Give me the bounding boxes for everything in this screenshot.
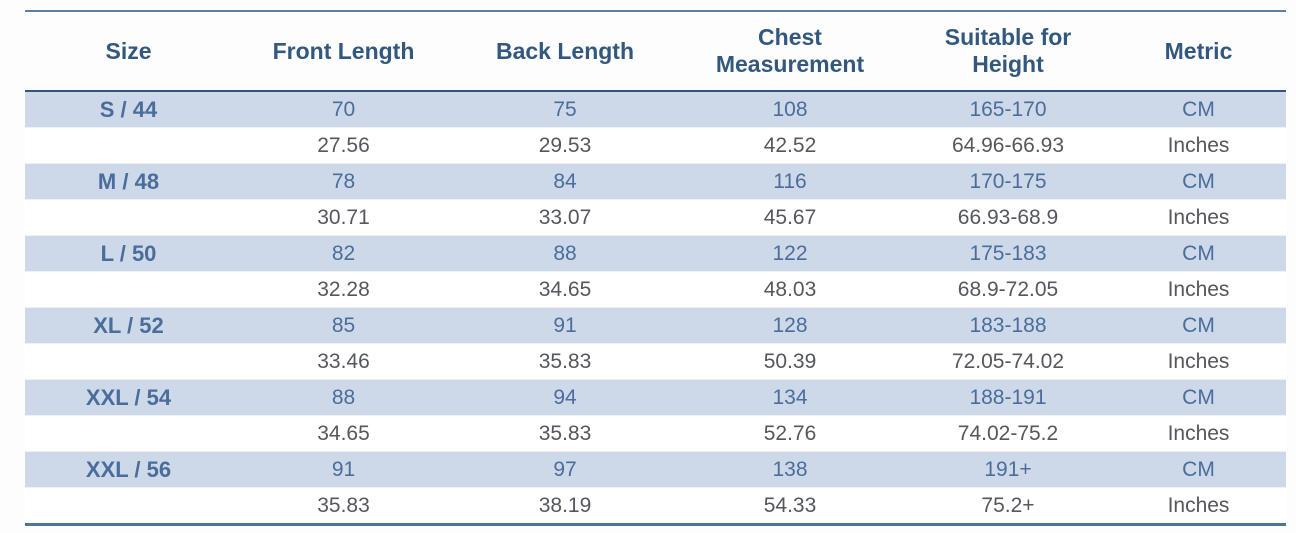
cell-suitable-height: 68.9-72.05	[957, 278, 1059, 301]
cell-chest-measurement: 134	[675, 379, 905, 416]
cell-back-length: 84	[455, 163, 675, 200]
size-chart-table: Size Front Length Back Length Chest Meas…	[25, 10, 1286, 526]
cell-metric: Inches	[1167, 350, 1230, 373]
table-body: S / 44 70 75 108 165-170 CM 27.56 29.53 …	[25, 90, 1286, 525]
cell-metric: CM	[1111, 379, 1286, 416]
cell-size	[25, 416, 232, 452]
cell-front-length: 82	[232, 235, 455, 272]
cell-suitable-height: 74.02-75.2	[957, 422, 1059, 445]
column-header-suitable-for-height: Suitable for Height	[905, 11, 1111, 92]
cell-size	[25, 344, 232, 380]
cell-front-length: 85	[232, 307, 455, 344]
cell-size: XL / 52	[25, 307, 232, 344]
cell-back-length: 38.19	[538, 494, 592, 517]
cell-chest-measurement: 52.76	[763, 422, 817, 445]
cell-chest-measurement: 45.67	[763, 206, 817, 229]
table-row-xxl56-cm: XXL / 56 91 97 138 191+ CM	[25, 451, 1286, 488]
cell-metric: CM	[1111, 163, 1286, 200]
cell-front-length: 78	[232, 163, 455, 200]
cell-suitable-height: 191+	[905, 451, 1111, 488]
cell-chest-measurement: 138	[675, 451, 905, 488]
table-row-xxl56-inches: 35.83 38.19 54.33 75.2+ Inches	[25, 487, 1286, 525]
cell-back-length: 88	[455, 235, 675, 272]
cell-front-length: 35.83	[317, 494, 370, 517]
column-header-size: Size	[25, 11, 232, 92]
cell-size	[25, 272, 232, 308]
cell-size	[25, 200, 232, 236]
cell-back-length: 91	[455, 307, 675, 344]
cell-back-length: 75	[455, 90, 675, 128]
cell-back-length: 35.83	[538, 422, 592, 445]
cell-front-length: 91	[232, 451, 455, 488]
cell-metric: CM	[1111, 235, 1286, 272]
cell-front-length: 27.56	[317, 134, 370, 157]
cell-size: L / 50	[25, 235, 232, 272]
cell-suitable-height: 64.96-66.93	[951, 134, 1065, 157]
table-row-xxl54-cm: XXL / 54 88 94 134 188-191 CM	[25, 379, 1286, 416]
cell-chest-measurement: 50.39	[763, 350, 817, 373]
cell-back-length: 97	[455, 451, 675, 488]
size-chart-container: Size Front Length Back Length Chest Meas…	[25, 10, 1286, 526]
cell-chest-measurement: 128	[675, 307, 905, 344]
cell-metric: Inches	[1167, 278, 1230, 301]
cell-suitable-height: 170-175	[905, 163, 1111, 200]
table-row-s44-cm: S / 44 70 75 108 165-170 CM	[25, 90, 1286, 128]
cell-back-length: 34.65	[538, 278, 592, 301]
cell-back-length: 94	[455, 379, 675, 416]
cell-back-length: 29.53	[538, 134, 592, 157]
table-header: Size Front Length Back Length Chest Meas…	[25, 11, 1286, 92]
table-row-s44-inches: 27.56 29.53 42.52 64.96-66.93 Inches	[25, 127, 1286, 164]
cell-size	[25, 128, 232, 164]
cell-size: XXL / 56	[25, 451, 232, 488]
cell-front-length: 70	[232, 90, 455, 128]
cell-metric: Inches	[1167, 206, 1230, 229]
table-row-l50-cm: L / 50 82 88 122 175-183 CM	[25, 235, 1286, 272]
cell-size: S / 44	[25, 90, 232, 128]
column-header-chest-measurement: Chest Measurement	[675, 11, 905, 92]
cell-suitable-height: 165-170	[905, 90, 1111, 128]
cell-metric: Inches	[1167, 134, 1230, 157]
cell-chest-measurement: 122	[675, 235, 905, 272]
table-row-m48-cm: M / 48 78 84 116 170-175 CM	[25, 163, 1286, 200]
cell-suitable-height: 66.93-68.9	[957, 206, 1059, 229]
table-row-l50-inches: 32.28 34.65 48.03 68.9-72.05 Inches	[25, 271, 1286, 308]
column-header-front-length: Front Length	[232, 11, 455, 92]
cell-size: XXL / 54	[25, 379, 232, 416]
cell-chest-measurement: 42.52	[763, 134, 817, 157]
cell-back-length: 33.07	[538, 206, 592, 229]
cell-metric: CM	[1111, 307, 1286, 344]
cell-size	[25, 488, 232, 525]
cell-chest-measurement: 54.33	[763, 494, 817, 517]
cell-front-length: 34.65	[317, 422, 370, 445]
cell-metric: CM	[1111, 451, 1286, 488]
cell-front-length: 32.28	[317, 278, 370, 301]
cell-suitable-height: 72.05-74.02	[951, 350, 1065, 373]
cell-chest-measurement: 116	[675, 163, 905, 200]
cell-suitable-height: 188-191	[905, 379, 1111, 416]
cell-suitable-height: 175-183	[905, 235, 1111, 272]
cell-size: M / 48	[25, 163, 232, 200]
table-row-xxl54-inches: 34.65 35.83 52.76 74.02-75.2 Inches	[25, 415, 1286, 452]
cell-front-length: 88	[232, 379, 455, 416]
cell-metric: CM	[1111, 90, 1286, 128]
table-row-xl52-cm: XL / 52 85 91 128 183-188 CM	[25, 307, 1286, 344]
column-header-metric: Metric	[1111, 11, 1286, 92]
cell-suitable-height: 183-188	[905, 307, 1111, 344]
cell-chest-measurement: 108	[675, 90, 905, 128]
table-row-m48-inches: 30.71 33.07 45.67 66.93-68.9 Inches	[25, 199, 1286, 236]
cell-metric: Inches	[1167, 422, 1230, 445]
cell-front-length: 33.46	[317, 350, 370, 373]
header-row: Size Front Length Back Length Chest Meas…	[25, 11, 1286, 92]
cell-suitable-height: 75.2+	[981, 494, 1035, 517]
cell-back-length: 35.83	[538, 350, 592, 373]
cell-chest-measurement: 48.03	[763, 278, 817, 301]
cell-metric: Inches	[1167, 494, 1230, 517]
column-header-back-length: Back Length	[455, 11, 675, 92]
table-row-xl52-inches: 33.46 35.83 50.39 72.05-74.02 Inches	[25, 343, 1286, 380]
cell-front-length: 30.71	[317, 206, 370, 229]
